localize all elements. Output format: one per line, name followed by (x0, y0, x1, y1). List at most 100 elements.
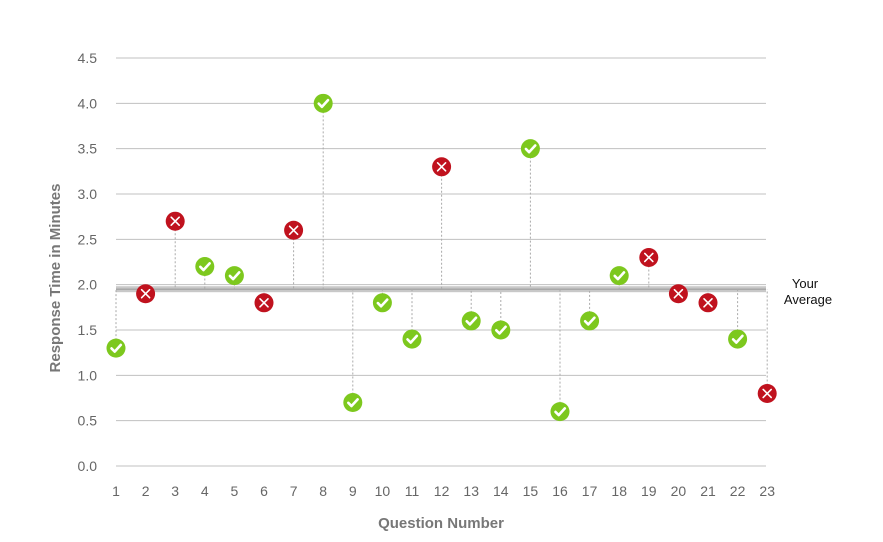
x-tick-label: 6 (260, 483, 268, 499)
x-icon (673, 288, 684, 299)
x-tick-label: 12 (434, 483, 450, 499)
x-tick-label: 21 (700, 483, 716, 499)
point-marker (106, 338, 126, 358)
check-icon (583, 316, 596, 326)
point-marker (609, 266, 629, 286)
check-icon (465, 316, 478, 326)
x-icon (436, 162, 447, 172)
check-icon (731, 334, 744, 344)
check-icon (554, 407, 567, 417)
point-marker (461, 311, 481, 331)
x-tick-label: 1 (112, 483, 120, 499)
x-icon (140, 288, 151, 299)
x-tick-label: 23 (759, 483, 775, 499)
x-axis-title: Question Number (378, 515, 504, 532)
incorrect-point (639, 247, 659, 267)
check-icon (613, 271, 626, 281)
incorrect-point (165, 211, 185, 231)
check-icon (376, 298, 389, 308)
point-marker (224, 266, 244, 286)
incorrect-point (432, 157, 452, 177)
point-marker (402, 329, 422, 349)
y-tick-label: 1.5 (78, 322, 98, 338)
gridlines (116, 57, 766, 467)
x-tick-label: 2 (142, 483, 150, 499)
point-marker (520, 139, 540, 159)
x-icon (703, 298, 713, 308)
data-points (106, 93, 777, 422)
average-label-line1: Your (792, 276, 819, 291)
x-tick-label: 19 (641, 483, 657, 499)
correct-point (195, 257, 215, 277)
x-tick-label: 16 (552, 483, 568, 499)
average-label-line2: Average (784, 292, 832, 307)
y-tick-label: 4.0 (78, 95, 98, 111)
y-tick-label: 4.5 (78, 50, 98, 66)
check-icon (347, 398, 359, 408)
incorrect-point (284, 220, 304, 240)
correct-point (372, 293, 392, 313)
x-tick-label: 5 (231, 483, 239, 499)
x-icon (762, 388, 772, 399)
correct-point (402, 329, 422, 349)
point-marker (728, 329, 748, 349)
correct-point (224, 266, 244, 286)
x-icon (644, 252, 654, 263)
x-tick-label: 10 (375, 483, 391, 499)
x-tick-label: 8 (319, 483, 327, 499)
correct-point (728, 329, 748, 349)
x-tick-label: 17 (582, 483, 598, 499)
x-icon (288, 225, 299, 236)
correct-point (580, 311, 600, 331)
x-tick-label: 14 (493, 483, 509, 499)
x-tick-label: 22 (730, 483, 746, 499)
incorrect-point (136, 284, 156, 304)
correct-point (106, 338, 126, 358)
check-icon (199, 262, 211, 272)
y-tick-label: 0.5 (78, 413, 98, 429)
x-tick-label: 7 (290, 483, 298, 499)
incorrect-point (668, 284, 688, 304)
incorrect-point (254, 293, 274, 313)
check-icon (317, 98, 330, 109)
check-icon (228, 271, 241, 281)
stems (115, 103, 768, 412)
incorrect-point (698, 293, 718, 313)
point-marker (195, 257, 215, 277)
point-marker (372, 293, 392, 313)
y-tick-label: 1.0 (78, 367, 98, 383)
y-tick-label: 3.5 (78, 141, 98, 157)
point-marker (313, 93, 333, 113)
x-tick-label: 4 (201, 483, 209, 499)
correct-point (609, 266, 629, 286)
y-axis-ticks: 0.0 0.5 1.0 1.5 2.0 2.5 3.0 3.5 4.0 4.5 (78, 50, 98, 474)
check-icon (495, 325, 507, 335)
check-icon (406, 334, 419, 344)
correct-point (461, 311, 481, 331)
x-tick-label: 20 (671, 483, 687, 499)
y-tick-label: 2.0 (78, 277, 98, 293)
y-tick-label: 3.0 (78, 186, 98, 202)
x-icon (259, 298, 269, 308)
y-tick-label: 0.0 (78, 458, 98, 474)
point-marker (550, 402, 570, 422)
correct-point (520, 139, 540, 159)
check-icon (524, 144, 537, 154)
correct-point (491, 320, 511, 340)
check-icon (110, 343, 123, 353)
correct-point (343, 393, 363, 413)
x-tick-label: 13 (463, 483, 479, 499)
x-tick-label: 11 (405, 483, 420, 499)
point-marker (343, 393, 363, 413)
correct-point (313, 93, 333, 113)
x-tick-label: 9 (349, 483, 357, 499)
average-line-group (116, 286, 766, 293)
x-axis-ticks: 1 2 3 4 5 6 7 8 9 10 11 12 13 14 15 16 17 18 19 20 21 22 23 (112, 483, 775, 499)
x-tick-label: 3 (171, 483, 179, 499)
x-icon (170, 216, 180, 226)
y-tick-label: 2.5 (78, 231, 98, 247)
x-tick-label: 18 (611, 483, 627, 499)
x-tick-label: 15 (523, 483, 539, 499)
incorrect-point (757, 383, 777, 403)
